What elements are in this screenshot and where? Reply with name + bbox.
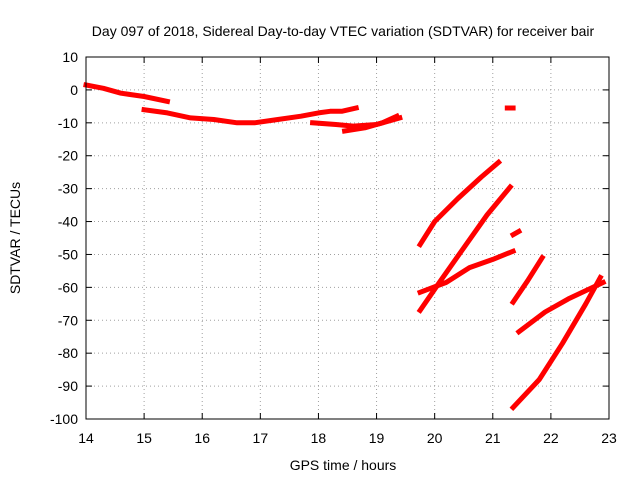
y-tick-label: -30	[58, 181, 78, 197]
axis-ticks: 14 15 16 17 18 19 20 21 22 23 10 0 -10 -20 -30 -40 -50 -6…	[50, 49, 617, 446]
y-tick-label: -90	[58, 378, 78, 394]
y-axis-label: SDTVAR / TECUs	[7, 182, 23, 294]
y-tick-label: -80	[58, 345, 78, 361]
data-series-9	[509, 227, 523, 239]
x-axis-label: GPS time / hours	[290, 457, 397, 473]
data-series	[83, 82, 607, 412]
y-tick-label: 0	[70, 82, 78, 98]
data-series-4	[341, 112, 401, 134]
data-series-1	[83, 82, 171, 105]
x-tick-label: 18	[311, 430, 327, 446]
x-tick-label: 20	[427, 430, 443, 446]
y-tick-label: -70	[58, 312, 78, 328]
y-tick-label: -50	[58, 246, 78, 262]
y-tick-label: -20	[58, 148, 78, 164]
y-tick-label: -10	[58, 115, 78, 131]
data-series-10	[509, 254, 546, 306]
x-tick-label: 22	[543, 430, 559, 446]
x-tick-label: 23	[601, 430, 617, 446]
data-series-8	[416, 247, 517, 296]
data-series-6	[416, 158, 503, 249]
data-series-11	[509, 274, 604, 412]
x-tick-label: 16	[194, 430, 210, 446]
data-series-2	[141, 105, 360, 126]
x-tick-label: 17	[253, 430, 269, 446]
x-tick-label: 19	[369, 430, 385, 446]
data-series-12	[515, 279, 607, 336]
x-tick-label: 15	[136, 430, 152, 446]
chart-title: Day 097 of 2018, Sidereal Day-to-day VTE…	[92, 23, 595, 39]
y-tick-label: -100	[50, 411, 78, 427]
plot-frame	[85, 56, 610, 420]
x-tick-label: 14	[78, 430, 94, 446]
y-tick-label: 10	[62, 49, 78, 65]
y-tick-label: -60	[58, 279, 78, 295]
x-tick-label: 21	[485, 430, 501, 446]
y-tick-label: -40	[58, 214, 78, 230]
data-series-7	[416, 183, 514, 314]
